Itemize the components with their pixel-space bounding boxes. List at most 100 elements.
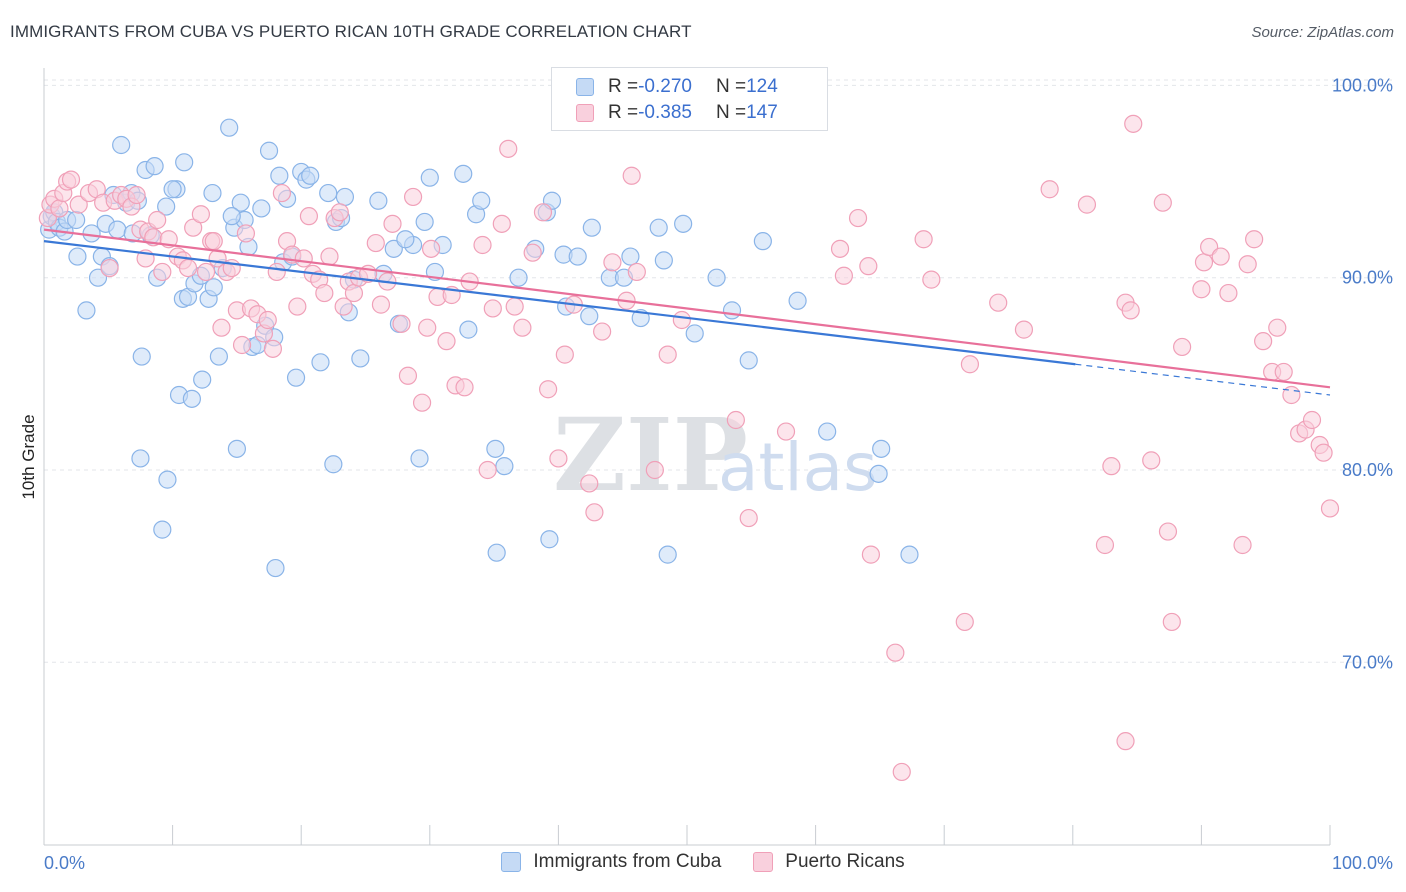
point-puerto-rican bbox=[153, 262, 172, 282]
point-cuba bbox=[145, 157, 164, 176]
legend-r-label: R = bbox=[608, 76, 639, 97]
point-cuba bbox=[818, 422, 837, 441]
point-puerto-rican bbox=[196, 262, 216, 282]
point-puerto-rican bbox=[726, 410, 745, 430]
point-puerto-rican bbox=[513, 318, 532, 337]
series-legend-item-puerto-rican: Puerto Ricans bbox=[753, 851, 905, 873]
point-puerto-rican bbox=[603, 253, 622, 272]
point-puerto-rican bbox=[848, 208, 868, 228]
legend-n-label: N = bbox=[715, 76, 747, 97]
chart-title: IMMIGRANTS FROM CUBA VS PUERTO RICAN 10T… bbox=[10, 22, 692, 41]
point-puerto-rican bbox=[859, 257, 878, 276]
point-puerto-rican bbox=[478, 460, 497, 480]
y-axis-label: 10th Grade bbox=[19, 414, 38, 499]
point-puerto-rican bbox=[892, 762, 911, 782]
series-legend-item-cuba: Immigrants from Cuba bbox=[501, 851, 721, 873]
watermark-zip: ZIP bbox=[553, 396, 748, 514]
legend-swatch-cuba bbox=[576, 78, 594, 96]
point-puerto-rican bbox=[294, 249, 313, 268]
x-tick-label: 0.0% bbox=[44, 853, 85, 873]
point-puerto-rican bbox=[455, 378, 474, 397]
point-cuba bbox=[621, 247, 640, 266]
correlation-legend: R = -0.270 N = 124 R = -0.385 N = 147 bbox=[551, 67, 828, 131]
point-cuba bbox=[495, 457, 514, 476]
point-puerto-rican bbox=[320, 247, 339, 266]
point-cuba bbox=[722, 301, 742, 320]
y-tick-label: 70.0% bbox=[1342, 652, 1393, 672]
point-puerto-rican bbox=[236, 224, 256, 243]
point-puerto-rican bbox=[1211, 247, 1230, 266]
point-puerto-rican bbox=[886, 643, 905, 662]
legend-r-value: -0.270 bbox=[638, 76, 692, 97]
point-puerto-rican bbox=[955, 612, 974, 632]
point-puerto-rican bbox=[1245, 230, 1264, 249]
point-cuba bbox=[454, 164, 473, 183]
point-cuba bbox=[153, 520, 172, 539]
point-cuba bbox=[259, 141, 279, 160]
point-puerto-rican bbox=[555, 345, 574, 364]
point-puerto-rican bbox=[315, 283, 334, 303]
point-puerto-rican bbox=[50, 199, 69, 218]
point-puerto-rican bbox=[1320, 499, 1340, 518]
point-puerto-rican bbox=[861, 545, 880, 564]
point-puerto-rican bbox=[830, 239, 850, 258]
point-cuba bbox=[486, 439, 505, 458]
point-puerto-rican bbox=[418, 318, 437, 337]
point-puerto-rican bbox=[627, 262, 646, 282]
point-puerto-rican bbox=[1268, 318, 1287, 337]
point-puerto-rican bbox=[383, 214, 402, 233]
point-puerto-rican bbox=[1040, 180, 1059, 199]
point-cuba bbox=[685, 324, 704, 343]
point-puerto-rican bbox=[1124, 114, 1143, 133]
point-puerto-rican bbox=[922, 270, 941, 289]
point-cuba bbox=[132, 347, 151, 366]
point-puerto-rican bbox=[585, 503, 604, 522]
point-puerto-rican bbox=[549, 449, 568, 468]
point-cuba bbox=[222, 207, 241, 226]
point-puerto-rican bbox=[267, 262, 286, 282]
point-cuba bbox=[351, 349, 370, 368]
point-cuba bbox=[68, 247, 87, 266]
point-cuba bbox=[674, 214, 693, 233]
point-cuba bbox=[459, 320, 478, 339]
point-cuba bbox=[67, 210, 86, 230]
point-cuba bbox=[209, 347, 228, 366]
point-puerto-rican bbox=[398, 366, 418, 385]
point-puerto-rican bbox=[914, 230, 933, 249]
point-puerto-rican bbox=[483, 299, 502, 318]
point-cuba bbox=[658, 545, 677, 564]
point-puerto-rican bbox=[989, 293, 1008, 312]
point-puerto-rican bbox=[212, 318, 231, 337]
point-cuba bbox=[220, 118, 239, 137]
point-cuba bbox=[227, 439, 246, 458]
point-puerto-rican bbox=[1274, 362, 1293, 382]
point-cuba bbox=[301, 166, 320, 185]
point-cuba bbox=[869, 464, 888, 483]
point-puerto-rican bbox=[371, 295, 391, 314]
legend-n-value: 124 bbox=[746, 76, 778, 97]
trend-layer bbox=[43, 228, 1331, 396]
point-puerto-rican bbox=[1194, 253, 1214, 272]
point-puerto-rican bbox=[523, 243, 542, 262]
point-cuba bbox=[396, 230, 415, 249]
point-cuba bbox=[319, 183, 338, 203]
point-cuba bbox=[158, 470, 177, 489]
point-puerto-rican bbox=[1233, 535, 1252, 555]
point-puerto-rican bbox=[412, 393, 432, 412]
point-puerto-rican bbox=[127, 185, 146, 205]
point-puerto-rican bbox=[539, 380, 558, 399]
point-cuba bbox=[654, 251, 673, 270]
point-puerto-rican bbox=[1238, 255, 1257, 274]
axis-layer bbox=[43, 68, 1331, 846]
point-cuba bbox=[182, 389, 201, 408]
point-puerto-rican bbox=[61, 170, 81, 189]
point-cuba bbox=[900, 545, 919, 564]
point-puerto-rican bbox=[69, 195, 88, 214]
point-cuba bbox=[231, 193, 250, 212]
point-puerto-rican bbox=[492, 214, 511, 233]
point-cuba bbox=[753, 232, 772, 251]
point-puerto-rican bbox=[1254, 332, 1273, 351]
point-cuba bbox=[175, 153, 194, 172]
point-puerto-rican bbox=[178, 258, 198, 278]
point-puerto-rican bbox=[258, 310, 277, 330]
